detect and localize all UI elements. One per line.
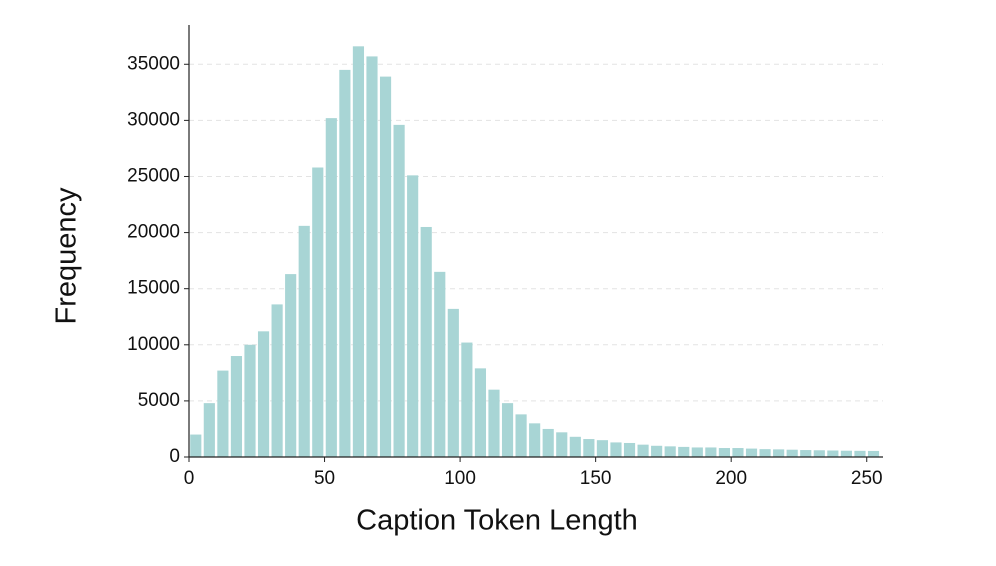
bar xyxy=(637,444,649,457)
bar xyxy=(352,46,365,457)
bar xyxy=(271,304,283,457)
bar xyxy=(678,446,690,457)
y-tick-label: 10000 xyxy=(127,334,180,355)
bar xyxy=(379,76,392,457)
bar xyxy=(732,448,744,457)
bar xyxy=(583,439,595,457)
y-tick-label: 15000 xyxy=(127,278,180,299)
y-axis-label: Frequency xyxy=(51,187,83,325)
bar xyxy=(705,447,717,457)
bar xyxy=(610,442,622,457)
bar xyxy=(461,342,473,457)
bar xyxy=(230,356,243,457)
bar xyxy=(691,447,703,457)
bar xyxy=(745,448,758,457)
bar xyxy=(840,450,852,457)
bar xyxy=(257,331,270,457)
y-tick-label: 35000 xyxy=(127,53,180,74)
bar xyxy=(596,440,608,457)
bar xyxy=(800,450,812,457)
bar xyxy=(867,450,880,457)
bar xyxy=(339,69,351,457)
bar xyxy=(651,445,663,457)
x-axis-label: Caption Token Length xyxy=(356,505,638,537)
bar xyxy=(298,225,310,457)
x-tick-label: 0 xyxy=(184,468,195,489)
y-tick-label: 0 xyxy=(169,446,180,467)
bar xyxy=(244,344,256,457)
x-tick-label: 150 xyxy=(580,468,612,489)
bar xyxy=(542,428,554,457)
y-tick-label: 5000 xyxy=(138,390,180,411)
bar xyxy=(813,450,825,457)
bar xyxy=(447,308,459,457)
bar xyxy=(786,449,798,457)
bar xyxy=(393,124,405,458)
y-tick-label: 25000 xyxy=(127,165,180,186)
bar xyxy=(569,436,581,457)
bar xyxy=(217,370,229,457)
bar xyxy=(434,271,446,457)
bar xyxy=(190,434,202,457)
bar xyxy=(718,448,730,457)
bar xyxy=(285,274,297,457)
bar xyxy=(203,403,215,457)
bar xyxy=(556,432,568,457)
bar xyxy=(827,450,839,457)
bar xyxy=(515,414,527,457)
bar xyxy=(420,226,432,457)
bar xyxy=(529,423,541,457)
x-tick-label: 250 xyxy=(851,468,883,489)
bar xyxy=(312,167,324,457)
bar xyxy=(759,449,771,457)
bar xyxy=(854,450,866,457)
bar xyxy=(407,175,419,457)
bar xyxy=(501,403,514,457)
bar xyxy=(325,118,337,457)
bar xyxy=(366,56,378,457)
y-tick-label: 30000 xyxy=(127,109,180,130)
bar xyxy=(474,368,487,457)
bar xyxy=(623,442,636,457)
x-tick-label: 200 xyxy=(715,468,747,489)
bar xyxy=(488,389,500,457)
x-tick-label: 50 xyxy=(314,468,335,489)
bar xyxy=(664,446,676,457)
x-tick-label: 100 xyxy=(444,468,476,489)
y-tick-label: 20000 xyxy=(127,222,180,243)
bar xyxy=(773,449,785,457)
